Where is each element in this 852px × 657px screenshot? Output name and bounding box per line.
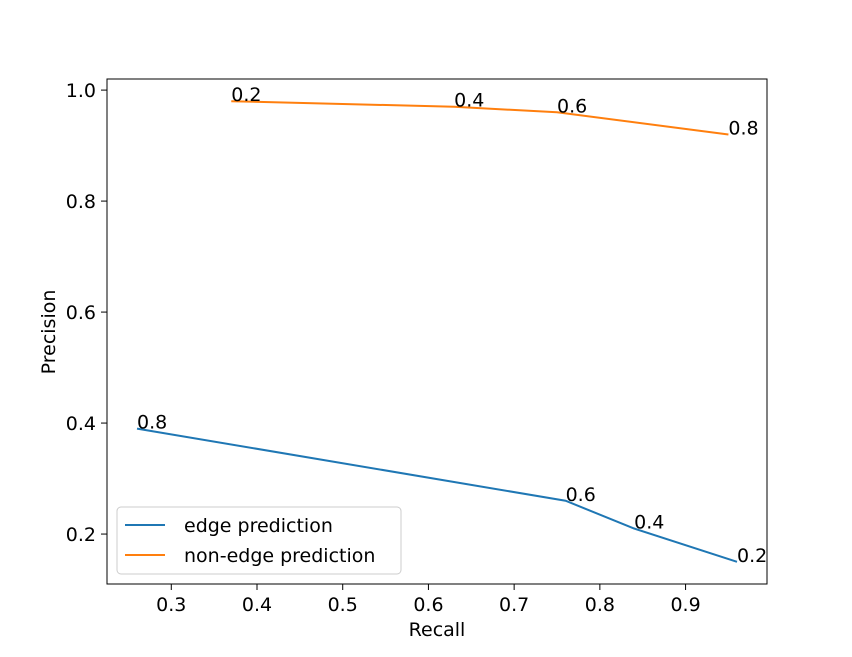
y-tick-label: 1.0 — [66, 80, 96, 102]
point-label: 0.2 — [737, 545, 767, 567]
point-label: 0.4 — [454, 90, 484, 112]
x-tick-label: 0.3 — [156, 594, 186, 616]
plot-area — [106, 78, 768, 585]
point-label: 0.8 — [137, 412, 167, 434]
y-axis-label: Precision — [38, 290, 60, 375]
point-label: 0.6 — [557, 95, 587, 117]
legend-box — [116, 506, 402, 575]
point-label: 0.4 — [634, 512, 664, 534]
y-tick-label: 0.4 — [66, 413, 96, 435]
legend-entry-label: non-edge prediction — [184, 545, 375, 567]
series-line-edge — [136, 427, 738, 563]
y-axis: 0.2 0.4 0.6 0.8 1.0 — [66, 80, 107, 546]
y-tick-label: 0.6 — [66, 302, 96, 324]
point-labels: 0.8 0.6 0.4 0.2 0.2 0.4 0.6 0.8 — [137, 84, 767, 567]
point-label: 0.2 — [231, 84, 261, 106]
x-tick-label: 0.9 — [670, 594, 700, 616]
point-label: 0.8 — [728, 117, 758, 139]
y-tick-label: 0.8 — [66, 191, 96, 213]
series-line-non-edge — [231, 100, 729, 136]
legend-entry-label: edge prediction — [184, 515, 333, 537]
x-tick-label: 0.5 — [328, 594, 358, 616]
legend: edge prediction non-edge prediction — [116, 506, 402, 575]
point-label: 0.6 — [566, 484, 596, 506]
x-tick-label: 0.8 — [585, 594, 615, 616]
x-tick-label: 0.7 — [499, 594, 529, 616]
y-tick-label: 0.2 — [66, 524, 96, 546]
series-lines — [136, 100, 738, 563]
x-axis-label: Recall — [409, 619, 466, 641]
x-axis: 0.3 0.4 0.5 0.6 0.7 0.8 0.9 — [156, 584, 701, 616]
x-tick-label: 0.6 — [413, 594, 443, 616]
x-tick-label: 0.4 — [242, 594, 272, 616]
